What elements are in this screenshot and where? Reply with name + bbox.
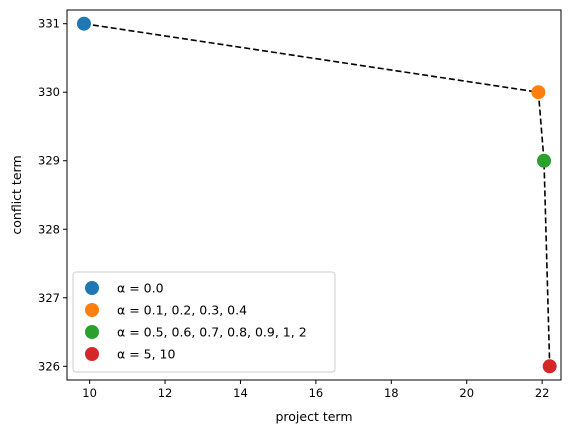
x-tick-label: 20	[459, 386, 474, 400]
legend-label: α = 0.1, 0.2, 0.3, 0.4	[117, 303, 247, 318]
legend-marker	[85, 325, 99, 339]
x-tick-label: 16	[309, 386, 324, 400]
legend-box	[72, 271, 336, 373]
data-points	[76, 16, 557, 374]
y-axis: 326 327 328 329 330 331	[38, 17, 67, 373]
legend-marker	[85, 281, 99, 295]
x-axis: 10 12 14 16 18 20 22	[82, 380, 549, 400]
data-point	[76, 16, 91, 31]
y-tick-label: 331	[38, 17, 60, 31]
x-tick-label: 18	[384, 386, 399, 400]
x-axis-label: project term	[275, 409, 352, 424]
x-tick-label: 22	[535, 386, 550, 400]
data-point	[537, 153, 552, 168]
legend-label: α = 5, 10	[117, 347, 176, 362]
y-tick-label: 330	[38, 85, 60, 99]
x-tick-label: 12	[158, 386, 173, 400]
y-tick-label: 326	[38, 359, 60, 373]
legend-marker	[85, 303, 99, 317]
legend-label: α = 0.0	[117, 281, 164, 296]
dashed-connecting-line	[83, 22, 551, 367]
data-point	[531, 85, 546, 100]
x-tick-label: 14	[233, 386, 248, 400]
y-tick-label: 327	[38, 291, 60, 305]
data-point	[542, 359, 557, 374]
legend-marker	[85, 347, 99, 361]
y-tick-label: 329	[38, 154, 60, 168]
y-axis-label: conflict term	[9, 155, 24, 234]
legend: α = 0.0 α = 0.1, 0.2, 0.3, 0.4 α = 0.5, 0.…	[72, 271, 336, 373]
y-tick-label: 328	[38, 222, 60, 236]
legend-label: α = 0.5, 0.6, 0.7, 0.8, 0.9, 1, 2	[117, 325, 307, 340]
x-tick-label: 10	[82, 386, 97, 400]
